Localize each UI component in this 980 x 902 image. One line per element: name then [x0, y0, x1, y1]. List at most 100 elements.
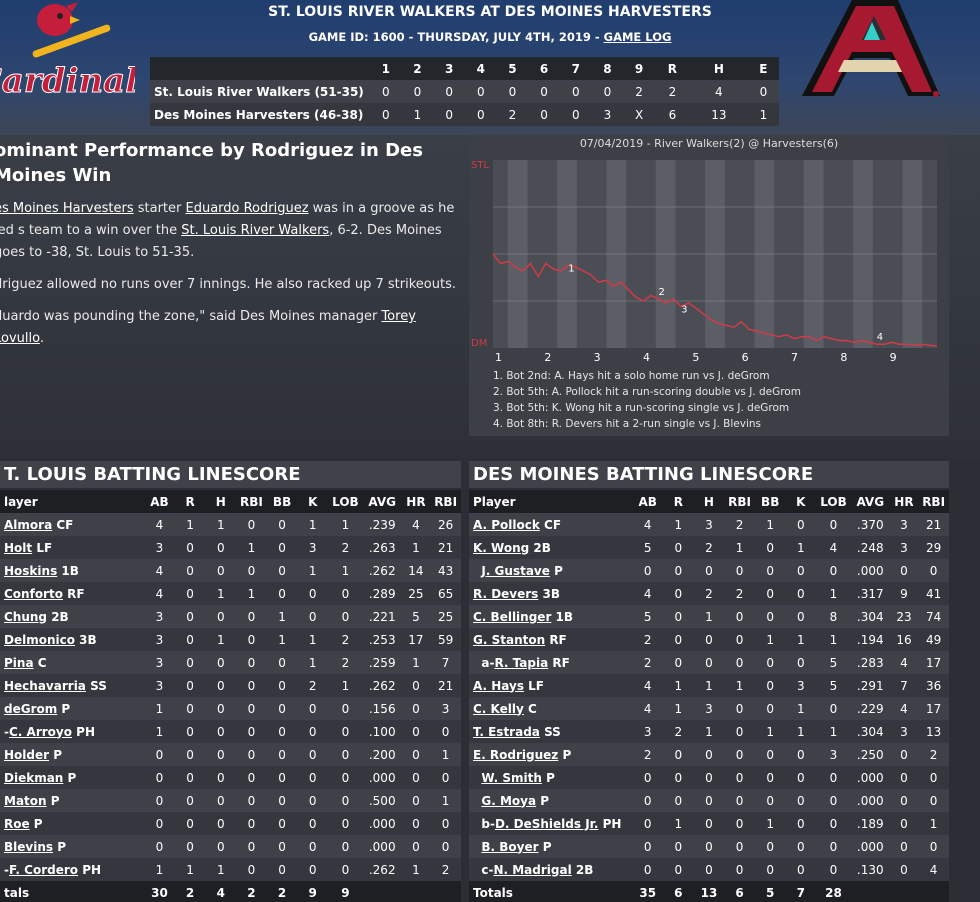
- team-link-st-louis[interactable]: St. Louis River Walkers: [181, 223, 330, 238]
- stat-cell: 0: [693, 559, 725, 582]
- stat-cell: 0: [785, 513, 817, 536]
- stat-cell: .289: [362, 582, 402, 605]
- batting-row: C. Kelly C 4 1 3 0 0 1 0.229 4 17: [469, 697, 949, 720]
- stat-cell: 0: [236, 743, 267, 766]
- stat-cell: 0: [754, 743, 786, 766]
- stat-cell: 0: [205, 651, 237, 674]
- player-link[interactable]: Blevins: [4, 839, 54, 854]
- batting-row: J. Gustave P 0 0 0 0 0 0 0.000 0 0: [469, 559, 949, 582]
- stat-cell: 0: [693, 789, 725, 812]
- player-link[interactable]: C. Arroyo: [8, 724, 72, 739]
- stat-cell: 1: [174, 858, 206, 881]
- player-cell: Hoskins 1B: [0, 559, 145, 582]
- stat-cell: 0: [328, 858, 363, 881]
- player-link[interactable]: Holt: [4, 540, 33, 555]
- stat-cell: 0: [401, 766, 431, 789]
- player-link[interactable]: G. Moya: [481, 793, 537, 808]
- player-link[interactable]: A. Hays: [473, 678, 524, 693]
- player-link[interactable]: Holder: [4, 747, 50, 762]
- player-link[interactable]: Hoskins: [4, 563, 58, 578]
- stat-cell: 1: [144, 697, 175, 720]
- stat-cell: 0: [724, 697, 755, 720]
- player-cell: Hechavarria SS: [0, 674, 145, 697]
- player-link[interactable]: G. Stanton: [473, 632, 546, 647]
- stat-cell: 0: [174, 743, 206, 766]
- stat-cell: .100: [362, 720, 402, 743]
- player-link[interactable]: E. Rodriguez: [473, 747, 559, 762]
- player-link[interactable]: Chung: [4, 609, 48, 624]
- totals-row: tals 30 2 4 2 2 9 9: [0, 881, 461, 902]
- stat-cell: 0: [328, 720, 363, 743]
- player-link[interactable]: J. Gustave: [481, 563, 550, 578]
- player-link[interactable]: C. Bellinger: [473, 609, 552, 624]
- stat-cell: 0: [816, 697, 851, 720]
- stat-cell: 0: [663, 582, 694, 605]
- player-position: 2B: [47, 609, 69, 624]
- event-marker: 1: [568, 263, 574, 274]
- team-link-des-moines[interactable]: es Moines Harvesters: [0, 201, 134, 216]
- player-link[interactable]: K. Wong: [473, 540, 530, 555]
- player-position: CF: [52, 517, 74, 532]
- stat-cell: 2: [693, 582, 725, 605]
- stat-cell: 0: [889, 789, 919, 812]
- stat-cell: 0: [693, 835, 725, 858]
- player-link[interactable]: F. Cordero: [8, 862, 79, 877]
- stat-cell: 0: [236, 513, 267, 536]
- batting-header-cell: AB: [144, 490, 175, 513]
- stat-cell: 0: [816, 835, 851, 858]
- player-link[interactable]: W. Smith: [481, 770, 542, 785]
- stl-batting-title: T. LOUIS BATTING LINESCORE: [0, 461, 461, 488]
- player-link[interactable]: Hechavarria: [4, 678, 86, 693]
- stat-cell: 3: [785, 674, 817, 697]
- stat-cell: 0: [266, 582, 298, 605]
- manager-link-lovullo[interactable]: Torey Lovullo: [0, 309, 416, 346]
- player-position: RF: [62, 586, 85, 601]
- player-cell: B. Boyer P: [469, 835, 633, 858]
- player-link[interactable]: deGrom: [4, 701, 58, 716]
- game-log-link[interactable]: GAME LOG: [603, 30, 672, 44]
- player-link[interactable]: Diekman: [4, 770, 64, 785]
- stat-cell: 0: [401, 789, 431, 812]
- linescore-cell: 1: [401, 103, 434, 126]
- player-link[interactable]: A. Pollock: [473, 517, 540, 532]
- player-position: SS: [85, 678, 107, 693]
- linescore-header-cell: [150, 57, 370, 80]
- event-marker: 2: [659, 287, 665, 298]
- player-link[interactable]: Maton: [4, 793, 47, 808]
- totals-cell: [362, 881, 402, 902]
- stat-cell: 0: [754, 582, 786, 605]
- player-cell: C. Kelly C: [469, 697, 633, 720]
- player-link[interactable]: B. Boyer: [481, 839, 539, 854]
- batting-header-cell: K: [297, 490, 329, 513]
- player-link[interactable]: Pina: [4, 655, 34, 670]
- player-position: PH: [71, 724, 95, 739]
- player-link[interactable]: C. Kelly: [473, 701, 524, 716]
- stat-cell: 0: [724, 743, 755, 766]
- player-link[interactable]: Roe: [4, 816, 30, 831]
- stat-cell: 5: [632, 605, 664, 628]
- player-link[interactable]: R. Tapia: [494, 655, 549, 670]
- player-link[interactable]: Almora: [4, 517, 53, 532]
- batting-row: a-R. Tapia RF 2 0 0 0 0 0 5.283 4 17: [469, 651, 949, 674]
- player-link[interactable]: Delmonico: [4, 632, 75, 647]
- player-position: P: [57, 701, 71, 716]
- stat-cell: .000: [362, 766, 402, 789]
- player-cell: deGrom P: [0, 697, 145, 720]
- player-cell: b-D. DeShields Jr. PH: [469, 812, 633, 835]
- stat-cell: 0: [205, 766, 237, 789]
- player-link[interactable]: R. Devers: [473, 586, 539, 601]
- stat-cell: 4: [632, 513, 664, 536]
- player-link-rodriguez[interactable]: Eduardo Rodriguez: [185, 201, 309, 216]
- player-link[interactable]: N. Madrigal: [493, 862, 572, 877]
- player-link[interactable]: T. Estrada: [473, 724, 540, 739]
- batting-row: -C. Arroyo PH 1 0 0 0 0 0 0.100 0 0: [0, 720, 461, 743]
- player-link[interactable]: Conforto: [4, 586, 63, 601]
- stat-cell: 0: [724, 812, 755, 835]
- stat-cell: 0: [266, 766, 298, 789]
- linescore-header-cell: E: [747, 57, 779, 80]
- player-link[interactable]: D. DeShields Jr.: [494, 816, 599, 831]
- stat-cell: 0: [889, 766, 919, 789]
- linescore-cell: 0: [401, 80, 434, 103]
- stat-cell: 17: [918, 697, 949, 720]
- stat-cell: 0: [266, 697, 298, 720]
